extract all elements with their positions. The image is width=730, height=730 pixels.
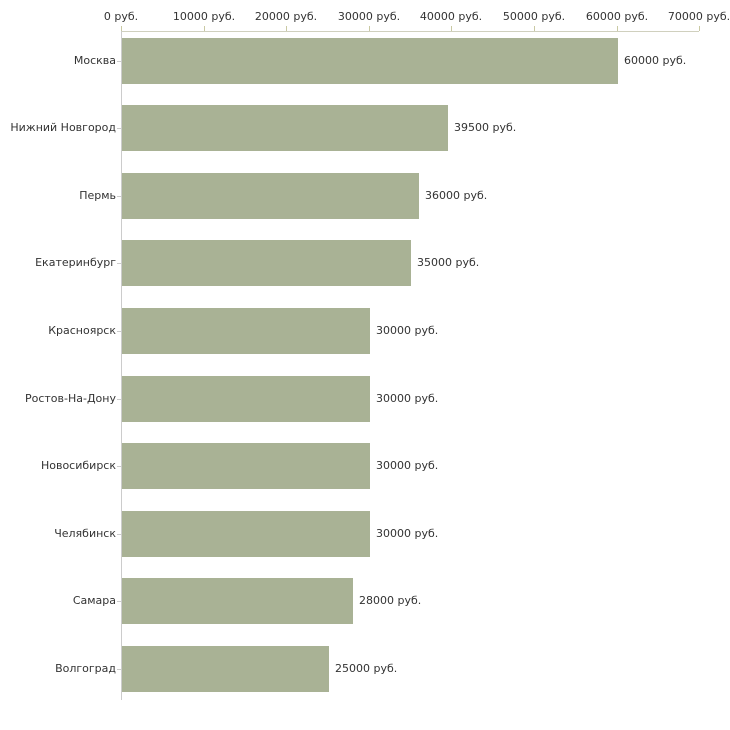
category-tick-mark bbox=[117, 196, 121, 197]
category-tick-mark bbox=[117, 399, 121, 400]
x-axis-tick-mark bbox=[121, 26, 122, 31]
value-label: 30000 руб. bbox=[376, 459, 439, 472]
category-tick-mark bbox=[117, 534, 121, 535]
bar bbox=[122, 511, 370, 557]
value-label: 30000 руб. bbox=[376, 324, 439, 337]
value-label: 36000 руб. bbox=[425, 189, 488, 202]
x-axis-tick-mark bbox=[699, 26, 700, 31]
x-axis-tick-mark bbox=[534, 26, 535, 31]
category-label: Красноярск bbox=[48, 324, 116, 337]
value-label: 28000 руб. bbox=[359, 594, 422, 607]
value-label: 30000 руб. bbox=[376, 392, 439, 405]
x-axis-tick-label: 30000 руб. bbox=[337, 10, 401, 23]
x-axis-tick-mark bbox=[451, 26, 452, 31]
x-axis-tick-label: 0 руб. bbox=[103, 10, 139, 23]
category-label: Нижний Новгород bbox=[10, 121, 116, 134]
y-axis-line bbox=[121, 31, 122, 700]
x-axis-tick-label: 60000 руб. bbox=[585, 10, 649, 23]
category-label: Ростов-На-Дону bbox=[24, 392, 116, 405]
x-axis-tick-label: 50000 руб. bbox=[502, 10, 566, 23]
bar bbox=[122, 646, 329, 692]
x-axis-line bbox=[121, 31, 699, 32]
x-axis-tick-mark bbox=[617, 26, 618, 31]
bar bbox=[122, 376, 370, 422]
value-label: 60000 руб. bbox=[624, 54, 687, 67]
value-label: 30000 руб. bbox=[376, 527, 439, 540]
category-tick-mark bbox=[117, 128, 121, 129]
value-label: 39500 руб. bbox=[454, 121, 517, 134]
category-tick-mark bbox=[117, 263, 121, 264]
category-label: Челябинск bbox=[54, 527, 116, 540]
value-label: 35000 руб. bbox=[417, 256, 480, 269]
bar bbox=[122, 308, 370, 354]
x-axis-tick-label: 20000 руб. bbox=[254, 10, 318, 23]
bar bbox=[122, 173, 419, 219]
bar bbox=[122, 38, 618, 84]
category-label: Волгоград bbox=[55, 662, 116, 675]
x-axis-tick-label: 40000 руб. bbox=[419, 10, 483, 23]
category-label: Пермь bbox=[79, 189, 116, 202]
x-axis-tick-mark bbox=[286, 26, 287, 31]
bar bbox=[122, 443, 370, 489]
category-label: Новосибирск bbox=[40, 459, 116, 472]
bar bbox=[122, 105, 448, 151]
category-tick-mark bbox=[117, 331, 121, 332]
category-tick-mark bbox=[117, 466, 121, 467]
category-tick-mark bbox=[117, 601, 121, 602]
value-label: 25000 руб. bbox=[335, 662, 398, 675]
x-axis-tick-mark bbox=[204, 26, 205, 31]
category-label: Самара bbox=[72, 594, 116, 607]
x-axis-tick-mark bbox=[369, 26, 370, 31]
x-axis-tick-label: 70000 руб. bbox=[667, 10, 730, 23]
category-label: Москва bbox=[73, 54, 116, 67]
bar bbox=[122, 240, 411, 286]
category-tick-mark bbox=[117, 669, 121, 670]
bar bbox=[122, 578, 353, 624]
category-label: Екатеринбург bbox=[35, 256, 116, 269]
x-axis-tick-label: 10000 руб. bbox=[172, 10, 236, 23]
category-tick-mark bbox=[117, 61, 121, 62]
